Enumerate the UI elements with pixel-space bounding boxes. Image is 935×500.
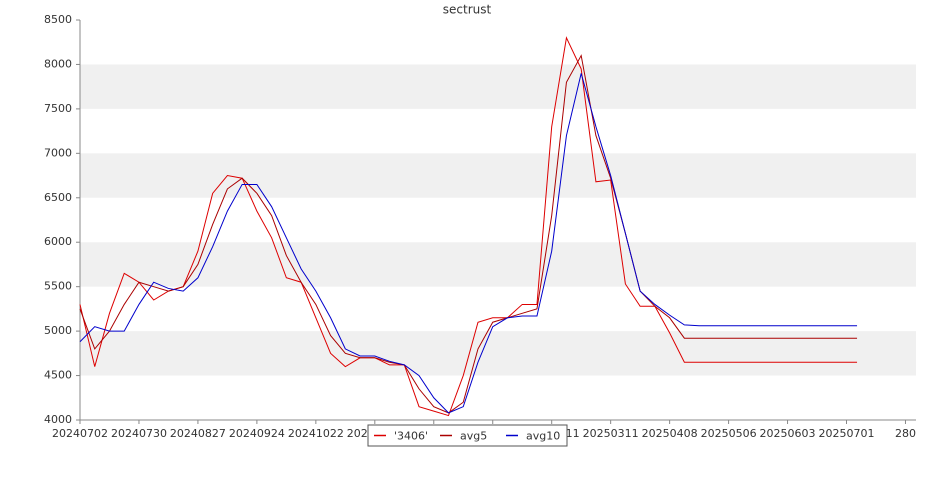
legend-label: avg5 xyxy=(460,430,487,443)
y-tick-label: 4000 xyxy=(44,413,72,426)
legend-box xyxy=(367,424,568,447)
x-tick-label: 20241022 xyxy=(288,427,344,440)
grid-band xyxy=(80,242,916,287)
x-tick-label: 20240730 xyxy=(111,427,167,440)
grid-band xyxy=(80,153,916,198)
y-tick-label: 5500 xyxy=(44,280,72,293)
series-line xyxy=(79,73,858,414)
series-line xyxy=(79,54,858,414)
x-tick-label: 20250701 xyxy=(819,427,875,440)
y-tick-label: 4500 xyxy=(44,369,72,382)
grid-band xyxy=(80,64,916,109)
y-tick-label: 6000 xyxy=(44,235,72,248)
x-tick-label: 20250603 xyxy=(760,427,816,440)
y-tick-label: 8500 xyxy=(44,13,72,26)
x-tick-label: 20250408 xyxy=(642,427,698,440)
series-line xyxy=(79,36,858,417)
y-tick-label: 7500 xyxy=(44,102,72,115)
legend-label: '3406' xyxy=(394,430,428,443)
y-tick-label: 8000 xyxy=(44,57,72,70)
x-tick-label: 20240827 xyxy=(170,427,226,440)
x-tick-label: 20240924 xyxy=(229,427,285,440)
x-tick-label: 20250311 xyxy=(583,427,639,440)
x-tick-label: 20240702 xyxy=(52,427,108,440)
y-tick-label: 6500 xyxy=(44,191,72,204)
x-tick-label: 20250506 xyxy=(701,427,757,440)
y-tick-label: 5000 xyxy=(44,324,72,337)
chart-title: sectrust xyxy=(443,3,492,17)
legend-label: avg10 xyxy=(526,430,560,443)
legend: '3406' avg5 avg10 xyxy=(367,424,568,447)
x-tick-label: 280 xyxy=(895,427,916,440)
y-tick-label: 7000 xyxy=(44,146,72,159)
